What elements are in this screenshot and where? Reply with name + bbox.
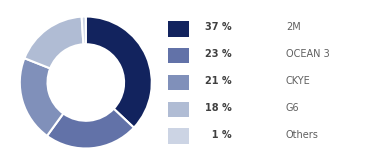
Text: CKYE: CKYE xyxy=(286,76,311,86)
Text: 37 %: 37 % xyxy=(204,22,231,32)
Text: 2M: 2M xyxy=(286,22,301,32)
Text: OCEAN 3: OCEAN 3 xyxy=(286,49,330,59)
Text: 1 %: 1 % xyxy=(204,130,231,140)
Wedge shape xyxy=(47,109,134,148)
Wedge shape xyxy=(82,16,86,44)
FancyBboxPatch shape xyxy=(168,75,189,90)
FancyBboxPatch shape xyxy=(168,48,189,64)
Text: 21 %: 21 % xyxy=(204,76,231,86)
Text: 23 %: 23 % xyxy=(204,49,231,59)
Wedge shape xyxy=(25,17,83,68)
Text: 18 %: 18 % xyxy=(204,103,231,113)
Text: G6: G6 xyxy=(286,103,300,113)
FancyBboxPatch shape xyxy=(168,128,189,144)
FancyBboxPatch shape xyxy=(168,21,189,37)
Text: Others: Others xyxy=(286,130,319,140)
Wedge shape xyxy=(20,58,63,136)
FancyBboxPatch shape xyxy=(168,101,189,117)
Wedge shape xyxy=(86,16,152,128)
